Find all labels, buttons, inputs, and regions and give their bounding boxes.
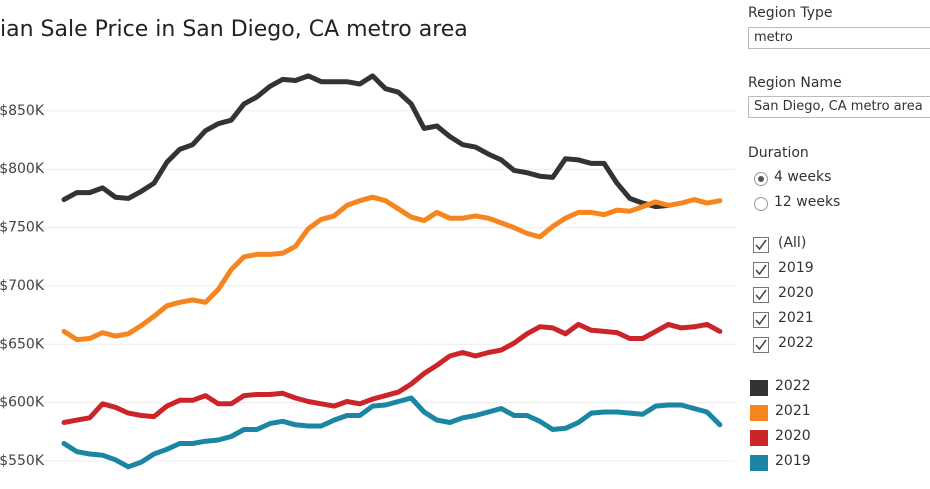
series-line: [61, 395, 723, 470]
checkbox-label: (All): [778, 235, 807, 251]
check-path: [755, 314, 767, 326]
legend-swatch: [750, 380, 768, 396]
series-line: [61, 73, 671, 210]
check-path: [755, 264, 767, 276]
check-path: [755, 239, 767, 251]
y-tick-label: $700K: [0, 278, 45, 294]
checkbox[interactable]: [753, 337, 769, 353]
checkbox-label: 2020: [778, 285, 814, 301]
y-tick-label: $850K: [0, 103, 45, 119]
y-tick-label: $750K: [0, 220, 45, 236]
check-mark: [755, 314, 767, 326]
legend-swatch: [750, 405, 768, 421]
y-tick-label: $600K: [0, 395, 45, 411]
field-label: Duration: [748, 145, 809, 161]
check-path: [755, 339, 767, 351]
y-tick-label: $650K: [0, 336, 45, 352]
field-label: Region Name: [748, 75, 842, 91]
check-mark: [755, 339, 767, 351]
chart: ian Sale Price in San Diego, CA metro ar…: [0, 17, 735, 470]
series-line: [61, 321, 723, 425]
legend-label: 2021: [775, 403, 811, 419]
checkbox[interactable]: [753, 237, 769, 253]
y-tick-label: $800K: [0, 161, 45, 177]
checkbox-label: 2019: [778, 260, 814, 276]
radio-label: 4 weeks: [774, 169, 832, 185]
checkbox-label: 2022: [778, 335, 814, 351]
region-type-input[interactable]: metro: [748, 27, 930, 49]
checkbox-label: 2021: [778, 310, 814, 326]
check-path: [755, 289, 767, 301]
check-mark: [755, 239, 767, 251]
control-panel: Region Type metro Region Name San Diego,…: [748, 0, 930, 489]
checkbox[interactable]: [753, 312, 769, 328]
radio-button[interactable]: [754, 172, 768, 186]
y-tick-label: $550K: [0, 453, 45, 469]
checkbox[interactable]: [753, 287, 769, 303]
region-name-input[interactable]: San Diego, CA metro area: [748, 96, 930, 118]
check-mark: [755, 264, 767, 276]
checkbox[interactable]: [753, 262, 769, 278]
radio-label: 12 weeks: [774, 194, 841, 210]
legend-label: 2019: [775, 453, 811, 469]
radio-button[interactable]: [754, 197, 768, 211]
field-label: Region Type: [748, 5, 833, 21]
legend-label: 2022: [775, 378, 811, 394]
legend-swatch: [750, 430, 768, 446]
legend-swatch: [750, 455, 768, 471]
check-mark: [755, 289, 767, 301]
chart-title: ian Sale Price in San Diego, CA metro ar…: [0, 17, 468, 42]
series-line: [61, 194, 723, 343]
legend-label: 2020: [775, 428, 811, 444]
